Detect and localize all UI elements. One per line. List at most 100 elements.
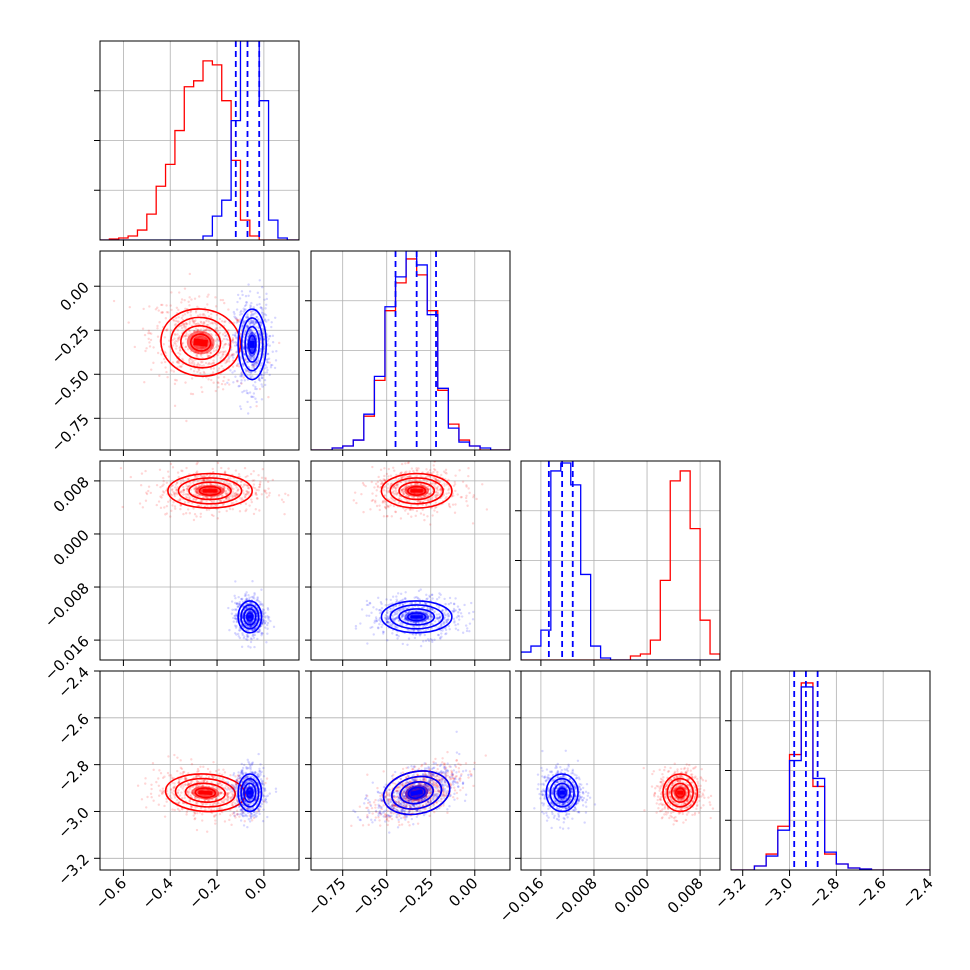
sample-point [427,499,430,502]
sample-point [176,801,179,805]
sample-point [400,471,403,474]
sample-point [452,484,456,487]
sample-point [429,614,433,618]
sample-point [181,801,185,805]
sample-point [174,785,177,788]
sample-point [436,489,439,492]
sample-point [212,514,215,518]
sample-point [415,479,418,482]
sample-point [176,329,180,332]
sample-point [395,627,398,630]
sample-point [436,479,439,482]
sample-point [481,483,484,486]
sample-point [201,802,205,806]
contour-blue [237,600,263,634]
sample-point [214,504,218,507]
sample-point [246,325,250,329]
sample-point [231,338,235,342]
sample-point [197,774,201,777]
sample-point [246,400,249,404]
sample-point [389,607,393,610]
sample-point [161,787,165,790]
sample-point [184,307,187,310]
sample-point [179,504,182,507]
sample-point [262,608,266,612]
sample-point [437,606,441,609]
sample-point [436,616,439,619]
sample-point [467,474,470,478]
sample-point [187,485,191,488]
sample-point [172,319,176,322]
sample-point [178,349,182,352]
sample-point [431,608,434,611]
density-peak [410,489,423,493]
sample-point [155,483,159,487]
sample-point [266,352,270,356]
sample-point [371,625,374,629]
sample-point [193,812,197,815]
sample-point [387,467,391,471]
density-peak [410,615,423,619]
sample-point [243,331,247,334]
sample-point [243,379,247,382]
sample-point [261,622,264,626]
sample-point [466,627,469,630]
sample-point [236,379,239,382]
sample-point [244,782,247,785]
sample-point [422,495,425,499]
sample-point [250,498,253,501]
sample-point [385,619,388,622]
sample-point [191,320,195,323]
sample-point [174,507,177,510]
sample-point [256,630,259,634]
sample-point [442,620,446,624]
sample-point [227,498,231,501]
sample-point [258,302,261,306]
sample-point [467,467,470,470]
sample-point [191,780,194,783]
sample-point [246,634,249,638]
sample-point [435,478,438,482]
sample-point [239,776,242,780]
marginal-panel-0 [94,40,300,246]
marginal-panel-1 [305,250,511,456]
sample-point [236,601,239,605]
sample-point [260,307,264,310]
sample-point [223,470,227,473]
sample-point [406,494,409,498]
sample-point [192,362,196,365]
sample-point [394,510,397,514]
sample-point [264,616,267,619]
sample-point [250,606,254,609]
sample-point [431,497,434,500]
sample-point [262,800,266,803]
sample-point [238,600,241,604]
sample-point [173,341,176,345]
sample-point [377,618,381,622]
sample-point [244,369,248,372]
sample-point [162,791,165,794]
sample-point [202,474,206,478]
sample-point [253,363,257,366]
sample-point [456,614,460,618]
sample-point [468,622,472,625]
sample-point [233,333,237,337]
sample-point [418,601,422,605]
sample-point [250,395,254,399]
sample-point [433,477,436,480]
sample-point [235,480,239,484]
sample-point [217,339,221,343]
sample-point [197,369,201,372]
sample-point [230,353,233,357]
sample-point [164,366,167,369]
sample-point [162,480,165,483]
sample-point [168,774,171,777]
sample-point [196,479,199,483]
sample-point [232,341,235,344]
sample-point [255,404,258,408]
sample-point [250,313,253,317]
sample-point [389,504,392,507]
sample-point [210,808,213,811]
sample-point [249,472,253,476]
sample-point [250,312,254,316]
